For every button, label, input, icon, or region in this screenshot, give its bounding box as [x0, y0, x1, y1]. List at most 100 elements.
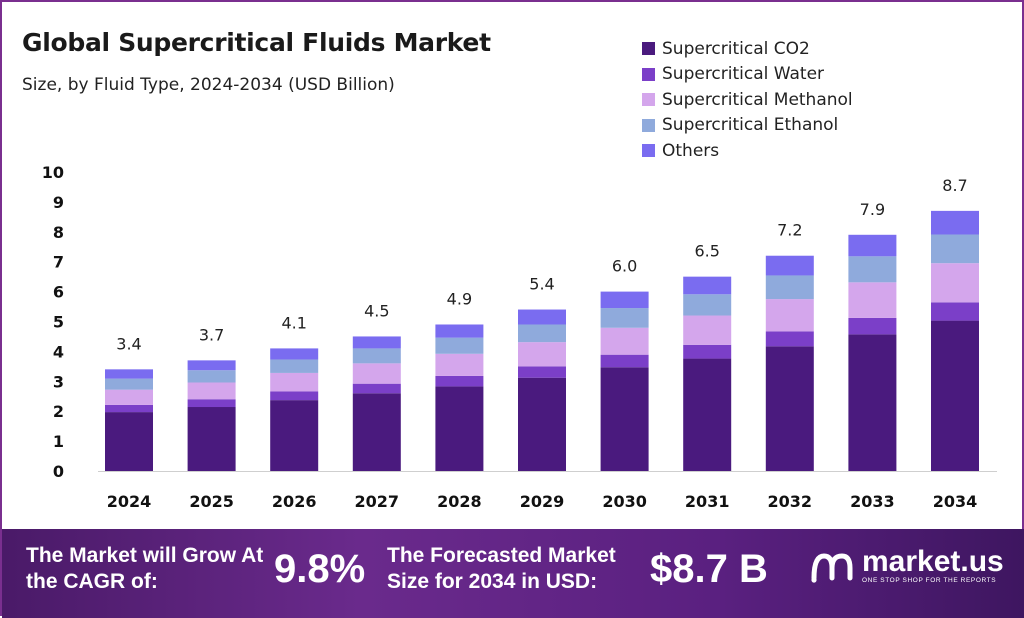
bar-2029-supercritical-methanol	[518, 342, 566, 367]
y-tick-label-0: 0	[53, 462, 64, 481]
bar-2025-others	[187, 360, 236, 371]
x-tick-label-2027: 2027	[355, 492, 400, 511]
bar-total-label-2030: 6.0	[612, 257, 637, 276]
legend-item-ethanol: Supercritical Ethanol	[642, 113, 853, 139]
bar-2024-supercritical-ethanol	[105, 378, 153, 390]
legend-item-co2: Supercritical CO2	[642, 36, 853, 62]
bar-2027-supercritical-co2	[352, 393, 401, 471]
legend-label-others: Others	[662, 140, 720, 161]
y-tick-label-1: 1	[53, 432, 64, 451]
legend-label-water: Supercritical Water	[662, 64, 825, 85]
bar-2028-supercritical-ethanol	[435, 337, 484, 354]
bar-2028-supercritical-water	[435, 375, 484, 387]
bar-2029-supercritical-ethanol	[518, 324, 566, 343]
legend-item-others: Others	[642, 138, 853, 164]
logo-icon	[811, 552, 853, 583]
market-us-logo: market.us ONE STOP SHOP FOR THE REPORTS	[810, 547, 1004, 584]
logo-name: market.us	[862, 545, 1004, 578]
legend-label-ethanol: Supercritical Ethanol	[662, 115, 839, 136]
bar-2025-supercritical-water	[187, 399, 236, 408]
bar-2030-supercritical-co2	[600, 367, 649, 471]
bar-2028-supercritical-co2	[435, 386, 484, 471]
y-tick-label-8: 8	[53, 223, 64, 242]
y-tick-label-9: 9	[53, 193, 64, 212]
forecast-value: $8.7 B	[650, 547, 768, 591]
bar-total-label-2025: 3.7	[199, 325, 224, 344]
x-tick-label-2028: 2028	[437, 492, 482, 511]
legend-label-co2: Supercritical CO2	[662, 38, 810, 59]
bar-2034-others	[931, 210, 979, 235]
legend-swatch-co2	[642, 42, 655, 56]
legend-swatch-others	[642, 144, 655, 158]
y-tick-label-6: 6	[53, 283, 64, 302]
bar-total-label-2027: 4.5	[364, 301, 389, 320]
legend-label-methanol: Supercritical Methanol	[662, 89, 853, 110]
x-tick-label-2026: 2026	[272, 492, 317, 511]
x-tick-label-2030: 2030	[602, 492, 647, 511]
chart-subtitle: Size, by Fluid Type, 2024-2034 (USD Bill…	[22, 75, 395, 95]
bar-2025-supercritical-methanol	[187, 382, 236, 400]
legend-swatch-methanol	[642, 93, 655, 107]
cagr-label: The Market will Grow At the CAGR of:	[26, 544, 264, 593]
bar-2028-supercritical-methanol	[435, 353, 484, 376]
legend-swatch-water	[642, 67, 655, 81]
footer-banner: The Market will Grow At the CAGR of: 9.8…	[2, 529, 1024, 618]
chart-title: Global Supercritical Fluids Market	[22, 28, 491, 57]
bar-2030-others	[600, 291, 649, 309]
x-tick-label-2025: 2025	[189, 492, 234, 511]
bar-total-label-2026: 4.1	[281, 313, 306, 332]
bar-2033-supercritical-water	[848, 317, 897, 335]
bar-2033-supercritical-methanol	[848, 282, 897, 318]
bar-2032-others	[765, 255, 814, 276]
bar-2031-others	[683, 276, 732, 295]
logo-tagline: ONE STOP SHOP FOR THE REPORTS	[862, 577, 997, 584]
y-tick-label-7: 7	[53, 253, 64, 272]
bar-total-label-2031: 6.5	[694, 242, 719, 261]
forecast-label: The Forecasted Market Size for 2034 in U…	[387, 544, 616, 593]
bar-2034-supercritical-methanol	[931, 263, 979, 303]
bar-2030-supercritical-water	[600, 354, 649, 368]
bar-2026-supercritical-co2	[270, 400, 319, 471]
bar-2033-supercritical-ethanol	[848, 256, 897, 283]
bar-2033-supercritical-co2	[848, 334, 897, 471]
y-tick-label-4: 4	[53, 342, 64, 361]
cagr-value: 9.8%	[274, 547, 366, 591]
y-tick-label-10: 10	[42, 163, 64, 182]
bar-2031-supercritical-methanol	[683, 315, 732, 345]
bar-2034-supercritical-co2	[931, 320, 979, 471]
chart-legend: Supercritical CO2 Supercritical Water Su…	[642, 36, 853, 164]
bar-total-label-2033: 7.9	[860, 200, 885, 219]
x-tick-label-2033: 2033	[850, 492, 895, 511]
bar-2029-others	[518, 309, 566, 325]
bar-2024-supercritical-methanol	[105, 389, 153, 405]
bar-2025-supercritical-ethanol	[187, 370, 236, 383]
bar-total-label-2032: 7.2	[777, 221, 802, 240]
bar-2031-supercritical-co2	[683, 358, 732, 471]
bar-2034-supercritical-ethanol	[931, 234, 979, 264]
bar-2027-others	[352, 336, 401, 349]
bar-total-label-2028: 4.9	[447, 289, 472, 308]
bar-2031-supercritical-ethanol	[683, 294, 732, 316]
legend-swatch-ethanol	[642, 118, 655, 132]
bar-2032-supercritical-co2	[765, 346, 814, 471]
x-tick-label-2032: 2032	[768, 492, 813, 511]
bar-2032-supercritical-methanol	[765, 299, 814, 332]
bar-2026-supercritical-water	[270, 391, 319, 401]
legend-item-methanol: Supercritical Methanol	[642, 87, 853, 113]
bar-2032-supercritical-ethanol	[765, 275, 814, 300]
bar-2027-supercritical-water	[352, 383, 401, 394]
bar-2024-supercritical-co2	[105, 412, 153, 471]
bar-2028-others	[435, 324, 484, 338]
bar-2026-supercritical-ethanol	[270, 359, 319, 373]
bar-2029-supercritical-water	[518, 366, 566, 378]
bar-2031-supercritical-water	[683, 344, 732, 359]
bar-2032-supercritical-water	[765, 331, 814, 347]
bar-2024-supercritical-water	[105, 404, 153, 413]
bar-2033-others	[848, 234, 897, 257]
y-tick-label-5: 5	[53, 313, 64, 332]
bar-2029-supercritical-co2	[518, 377, 566, 471]
bar-2030-supercritical-ethanol	[600, 308, 649, 328]
bar-2026-others	[270, 348, 319, 360]
x-tick-label-2034: 2034	[933, 492, 978, 511]
